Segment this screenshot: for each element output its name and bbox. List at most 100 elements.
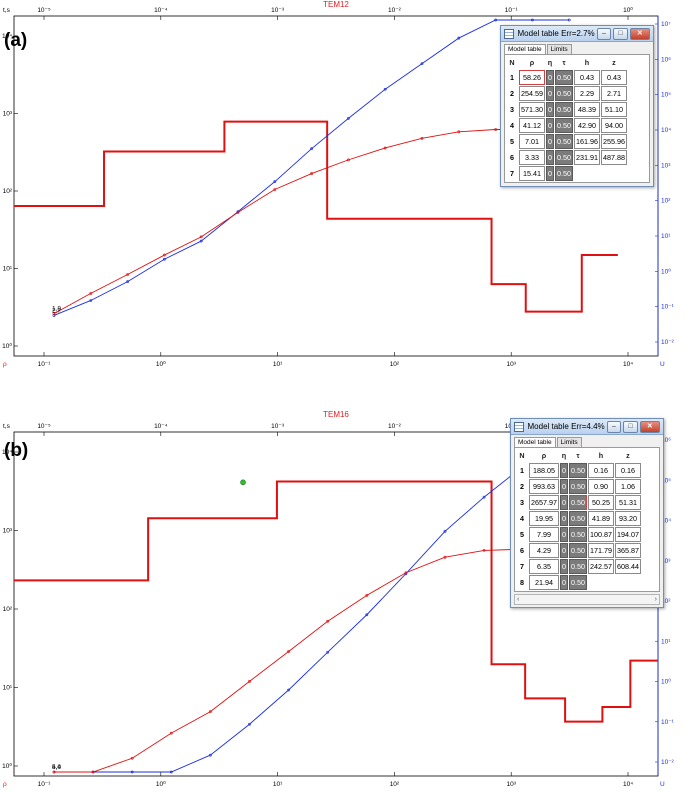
tab-limits[interactable]: Limits bbox=[546, 44, 572, 54]
table-cell[interactable]: 21.94 bbox=[529, 575, 559, 590]
table-cell[interactable]: 2.29 bbox=[573, 86, 600, 101]
table-cell[interactable]: 571.30 bbox=[519, 102, 545, 117]
table-cell[interactable]: 0.50 bbox=[568, 479, 587, 494]
minimize-button[interactable]: – bbox=[606, 420, 622, 433]
table-cell[interactable]: 19.95 bbox=[529, 511, 559, 526]
table-cell[interactable]: 15.41 bbox=[519, 166, 545, 181]
table-cell[interactable]: 0 bbox=[559, 511, 568, 526]
table-cell[interactable]: 0.50 bbox=[554, 166, 573, 181]
table-cell[interactable]: 0.50 bbox=[554, 102, 573, 117]
table-cell[interactable]: 993.63 bbox=[529, 479, 559, 494]
table-cell[interactable]: 50.25 bbox=[587, 495, 614, 510]
table-cell[interactable]: 194.07 bbox=[614, 527, 641, 542]
table-cell: 2 bbox=[510, 89, 514, 98]
table-cell[interactable]: 0.50 bbox=[568, 559, 587, 574]
model-table-window-b[interactable]: Model table Err=4.4% – □ ✕ Model table Limits… bbox=[510, 418, 664, 608]
horizontal-scrollbar[interactable]: ‹ › bbox=[514, 594, 660, 605]
window-titlebar[interactable]: Model table Err=2.7% – □ ✕ bbox=[501, 26, 653, 42]
table-cell[interactable]: 41.89 bbox=[587, 511, 614, 526]
window-titlebar[interactable]: Model table Err=4.4% – □ ✕ bbox=[511, 419, 663, 435]
table-cell[interactable]: 93.20 bbox=[614, 511, 641, 526]
table-cell[interactable]: 4.29 bbox=[529, 543, 559, 558]
series-point bbox=[126, 273, 130, 276]
table-cell[interactable]: 0.43 bbox=[600, 70, 627, 85]
table-cell[interactable]: 94.00 bbox=[600, 118, 627, 133]
table-cell[interactable]: 6.35 bbox=[529, 559, 559, 574]
table-cell[interactable]: 0.50 bbox=[568, 527, 587, 542]
table-cell[interactable]: 0 bbox=[559, 463, 568, 478]
table-cell[interactable]: 0 bbox=[559, 575, 568, 590]
table-cell[interactable]: 0.50 bbox=[554, 70, 573, 85]
table-cell[interactable]: 3.33 bbox=[519, 150, 545, 165]
table-cell[interactable]: 0.43 bbox=[573, 70, 600, 85]
table-cell[interactable]: 0 bbox=[545, 102, 554, 117]
table-cell[interactable]: 255.96 bbox=[600, 134, 627, 149]
series-point bbox=[126, 280, 130, 284]
table-cell[interactable]: 0.50 bbox=[568, 575, 587, 590]
table-cell[interactable]: 0 bbox=[559, 479, 568, 494]
table-cell[interactable]: 0.50 bbox=[554, 150, 573, 165]
top-tick-label: 10⁰ bbox=[623, 6, 633, 14]
series-point bbox=[236, 210, 240, 214]
table-cell[interactable]: 51.31 bbox=[614, 495, 641, 510]
right-axis-label: U bbox=[660, 361, 665, 368]
table-cell[interactable]: 0.90 bbox=[587, 479, 614, 494]
table-cell[interactable]: 0 bbox=[559, 543, 568, 558]
top-tick-label: 10⁻² bbox=[388, 7, 402, 14]
table-cell[interactable]: 365.87 bbox=[614, 543, 641, 558]
table-cell[interactable]: 0.16 bbox=[587, 463, 614, 478]
table-cell[interactable]: 0 bbox=[545, 134, 554, 149]
series-point bbox=[89, 299, 93, 302]
table-cell[interactable]: 0 bbox=[545, 118, 554, 133]
table-cell[interactable]: 51.10 bbox=[600, 102, 627, 117]
table-cell[interactable]: 161.96 bbox=[573, 134, 600, 149]
table-cell[interactable]: 58.26 bbox=[519, 70, 545, 85]
tab-limits[interactable]: Limits bbox=[556, 437, 582, 447]
table-cell[interactable]: 0 bbox=[559, 559, 568, 574]
scroll-left-icon[interactable]: ‹ bbox=[517, 596, 520, 603]
table-cell[interactable]: 2657.97 bbox=[529, 495, 559, 510]
table-row: 6 3.33 0 0.50 231.91 487.88 bbox=[506, 150, 627, 165]
table-cell[interactable]: 242.57 bbox=[587, 559, 614, 574]
minimize-button[interactable]: – bbox=[596, 27, 612, 40]
series-point bbox=[404, 571, 408, 575]
table-cell[interactable]: 0.50 bbox=[568, 511, 587, 526]
table-cell[interactable]: 1.06 bbox=[614, 479, 641, 494]
tab-model-table[interactable]: Model table bbox=[504, 44, 546, 54]
table-cell[interactable]: 0 bbox=[545, 166, 554, 181]
table-cell[interactable]: 487.88 bbox=[600, 150, 627, 165]
close-button[interactable]: ✕ bbox=[639, 420, 660, 433]
table-cell[interactable]: 100.87 bbox=[587, 527, 614, 542]
table-cell[interactable]: 42.90 bbox=[573, 118, 600, 133]
left-tick-label: 10² bbox=[3, 188, 13, 195]
close-button[interactable]: ✕ bbox=[629, 27, 650, 40]
table-cell[interactable]: 0.50 bbox=[568, 463, 587, 478]
table-cell[interactable]: 0 bbox=[545, 70, 554, 85]
table-cell[interactable]: 0 bbox=[559, 527, 568, 542]
maximize-button[interactable]: □ bbox=[623, 420, 638, 433]
table-cell[interactable]: 0.50 bbox=[568, 543, 587, 558]
table-cell[interactable]: 608.44 bbox=[614, 559, 641, 574]
table-cell[interactable]: 41.12 bbox=[519, 118, 545, 133]
table-cell[interactable]: 0.50 bbox=[568, 495, 587, 510]
table-cell[interactable]: 0.50 bbox=[554, 118, 573, 133]
table-cell[interactable]: 48.39 bbox=[573, 102, 600, 117]
table-cell[interactable]: 0 bbox=[545, 150, 554, 165]
table-cell[interactable]: 7.99 bbox=[529, 527, 559, 542]
scroll-right-icon[interactable]: › bbox=[654, 596, 657, 603]
table-cell[interactable]: 231.91 bbox=[573, 150, 600, 165]
table-cell[interactable]: 0 bbox=[559, 495, 568, 510]
table-cell[interactable]: 188.05 bbox=[529, 463, 559, 478]
table-cell[interactable]: 0 bbox=[545, 86, 554, 101]
maximize-button[interactable]: □ bbox=[613, 27, 628, 40]
table-cell[interactable]: 171.79 bbox=[587, 543, 614, 558]
table-cell[interactable]: 0.16 bbox=[614, 463, 641, 478]
model-table-window-a[interactable]: Model table Err=2.7% – □ ✕ Model table Limits… bbox=[500, 25, 654, 187]
table-cell[interactable]: 0.50 bbox=[554, 134, 573, 149]
table-cell[interactable]: 0.50 bbox=[554, 86, 573, 101]
table-cell[interactable]: 2.71 bbox=[600, 86, 627, 101]
left-tick-label: 10⁴ bbox=[2, 449, 12, 456]
table-cell[interactable]: 254.59 bbox=[519, 86, 545, 101]
table-cell[interactable]: 7.01 bbox=[519, 134, 545, 149]
tab-model-table[interactable]: Model table bbox=[514, 437, 556, 447]
